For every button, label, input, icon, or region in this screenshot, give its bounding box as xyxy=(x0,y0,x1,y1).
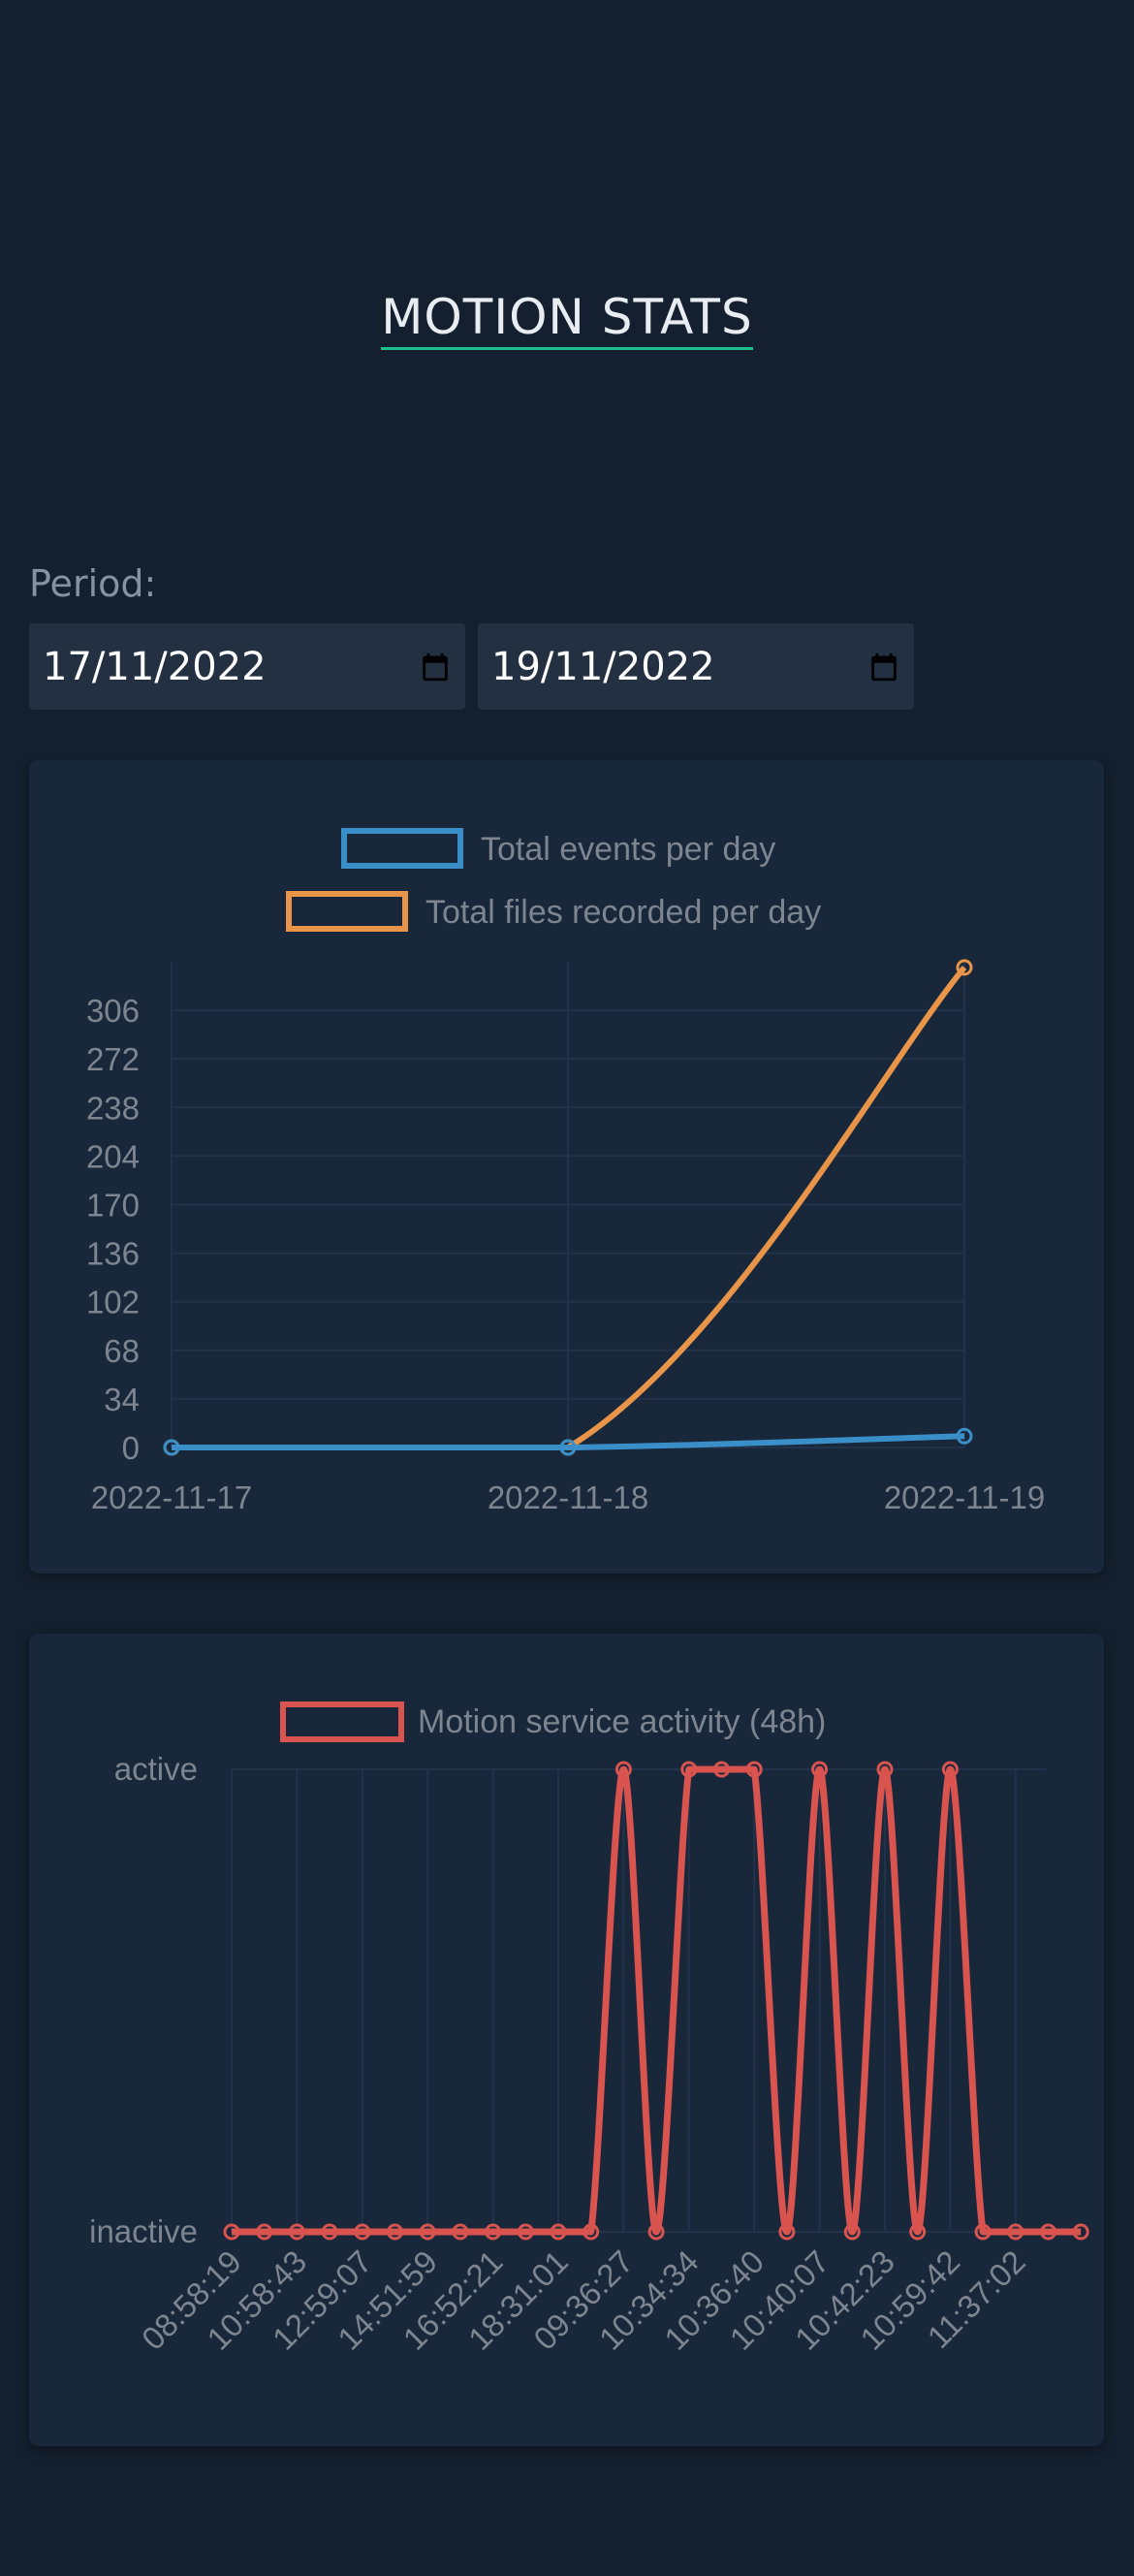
data-point xyxy=(909,2223,927,2241)
data-point xyxy=(843,2223,861,2241)
data-point xyxy=(680,1761,698,1778)
data-point xyxy=(288,2223,305,2241)
legend-swatch xyxy=(280,1701,404,1742)
end-date-value: 19/11/2022 xyxy=(491,644,715,689)
data-point xyxy=(1007,2223,1024,2241)
data-point xyxy=(1040,2223,1056,2241)
data-point xyxy=(452,2223,469,2241)
activity-chart-card: Motion service activity (48h) inactive act… xyxy=(29,1634,1104,2446)
calendar-icon[interactable] xyxy=(867,650,900,684)
data-point xyxy=(256,2223,273,2241)
end-date-input[interactable]: 19/11/2022 xyxy=(478,623,914,710)
daily-stats-chart-card: Total events per day Total files recorded… xyxy=(29,760,1104,1574)
data-point xyxy=(387,2223,403,2241)
period-label: Period: xyxy=(29,562,157,605)
data-point xyxy=(974,2223,992,2241)
y-tick-label: active xyxy=(114,1751,198,1787)
data-point xyxy=(583,2223,600,2241)
y-tick-label: 0 xyxy=(122,1430,140,1466)
data-point xyxy=(550,2223,567,2241)
x-tick-label: 2022-11-18 xyxy=(488,1479,648,1515)
data-point xyxy=(713,1761,730,1778)
data-point xyxy=(163,1439,180,1456)
data-point xyxy=(778,2223,796,2241)
data-point xyxy=(321,2223,338,2241)
y-tick-label: 170 xyxy=(86,1188,140,1224)
y-tick-label: 102 xyxy=(86,1285,140,1320)
data-point xyxy=(485,2223,502,2241)
page-title: MOTION STATS xyxy=(0,289,1134,350)
y-tick-label: 306 xyxy=(86,993,140,1029)
data-point xyxy=(614,1761,632,1778)
y-tick-label: inactive xyxy=(89,2213,198,2249)
x-tick-label: 2022-11-17 xyxy=(91,1479,252,1515)
data-point xyxy=(647,2223,665,2241)
series-line xyxy=(232,1765,1082,2236)
start-date-input[interactable]: 17/11/2022 xyxy=(29,623,465,710)
calendar-icon[interactable] xyxy=(419,650,452,684)
y-tick-label: 204 xyxy=(86,1138,140,1174)
data-point xyxy=(354,2223,371,2241)
activity-chart: Motion service activity (48h) inactive act… xyxy=(89,1701,1089,2357)
y-tick-label: 34 xyxy=(104,1382,140,1417)
data-point xyxy=(1072,2223,1089,2241)
legend-swatch xyxy=(341,828,463,869)
data-point xyxy=(517,2223,534,2241)
data-point xyxy=(956,959,973,976)
daily-stats-chart: Total events per day Total files recorded… xyxy=(86,828,1045,1515)
legend-label: Total files recorded per day xyxy=(425,894,821,931)
data-point xyxy=(223,2223,240,2241)
data-point xyxy=(559,1439,577,1456)
data-point xyxy=(419,2223,436,2241)
data-point xyxy=(956,1427,973,1445)
legend-label: Total events per day xyxy=(481,831,775,868)
y-tick-label: 68 xyxy=(104,1333,140,1369)
start-date-value: 17/11/2022 xyxy=(43,644,267,689)
data-point xyxy=(876,1761,894,1778)
y-tick-label: 238 xyxy=(86,1090,140,1126)
data-point xyxy=(811,1761,829,1778)
legend-swatch xyxy=(286,891,408,932)
data-point xyxy=(745,1761,763,1778)
x-tick-label: 2022-11-19 xyxy=(884,1479,1045,1515)
series-line xyxy=(172,1433,965,1450)
data-point xyxy=(941,1761,959,1778)
y-tick-label: 272 xyxy=(86,1041,140,1077)
y-tick-label: 136 xyxy=(86,1236,140,1272)
legend-label: Motion service activity (48h) xyxy=(418,1703,826,1740)
